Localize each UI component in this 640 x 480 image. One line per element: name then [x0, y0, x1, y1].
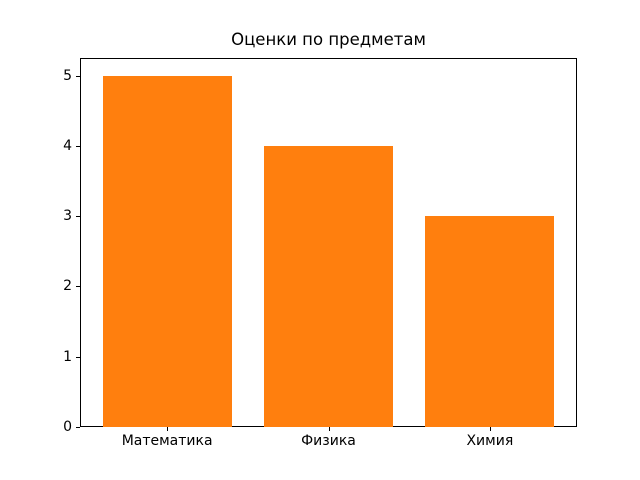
x-tick-label: Математика [121, 433, 213, 449]
y-tick-label: 1 [63, 348, 72, 365]
y-tick-label: 4 [63, 137, 72, 154]
x-tick-mark [167, 427, 168, 431]
x-tick-label: Физика [301, 433, 356, 449]
y-tick-label: 5 [63, 67, 72, 84]
y-tick-label: 2 [63, 278, 72, 295]
y-tick-label: 0 [63, 419, 72, 435]
chart-title: Оценки по предметам [231, 30, 426, 49]
y-tick-mark [76, 427, 80, 428]
x-tick-mark [490, 427, 491, 431]
y-tick-label: 3 [63, 208, 72, 225]
plot-area [80, 58, 577, 427]
x-tick-label: Химия [466, 433, 514, 449]
x-tick-mark [329, 427, 330, 431]
